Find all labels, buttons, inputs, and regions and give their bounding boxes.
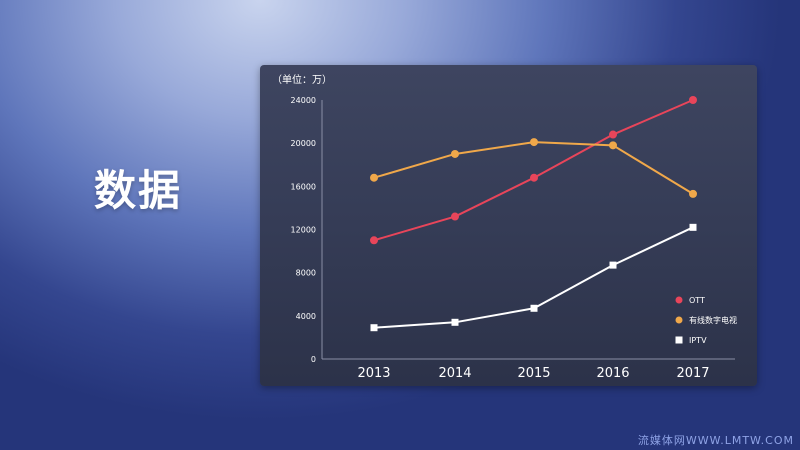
data-point	[689, 96, 697, 104]
watermark: 流媒体网WWW.LMTW.COM	[637, 434, 794, 447]
legend-label: 有线数字电视	[689, 315, 737, 325]
data-point	[609, 141, 617, 150]
x-tick-label: 2014	[438, 366, 471, 381]
y-tick-label: 4000	[296, 312, 316, 321]
legend-marker	[675, 316, 683, 324]
y-tick-label: 12000	[291, 226, 316, 235]
data-point	[689, 223, 697, 231]
unit-label: （单位：万）	[272, 73, 332, 86]
data-point	[609, 261, 617, 269]
data-point	[530, 304, 538, 312]
data-point	[451, 149, 459, 158]
y-tick-label: 16000	[291, 182, 316, 191]
legend-label: OTT	[689, 296, 705, 305]
x-tick-label: 2013	[357, 366, 390, 381]
x-tick-label: 2016	[596, 366, 629, 381]
series-lines	[373, 99, 694, 329]
x-tick-label: 2015	[517, 366, 550, 381]
series-line	[373, 226, 694, 329]
y-tick-label: 20000	[291, 139, 316, 148]
line-chart: （单位：万） 0 4000 8000 12000 16000 20000 24000 201…	[272, 73, 737, 381]
legend-label: IPTV	[689, 336, 707, 345]
series-line	[373, 141, 694, 195]
chart-panel	[260, 65, 757, 386]
data-point	[451, 212, 459, 221]
data-point	[689, 189, 697, 198]
series-line	[373, 99, 694, 242]
data-point	[370, 324, 378, 332]
y-tick-labels: 0 4000 8000 12000 16000 20000 24000	[291, 96, 316, 364]
data-point	[530, 138, 538, 147]
series-markers	[370, 96, 697, 332]
data-point	[609, 130, 617, 139]
y-tick-label: 0	[311, 355, 316, 364]
y-tick-label: 24000	[291, 96, 316, 105]
data-point	[370, 236, 378, 245]
data-point	[451, 318, 459, 326]
data-point	[530, 173, 538, 182]
y-tick-label: 8000	[296, 269, 316, 278]
legend: OTT 有线数字电视 IPTV	[675, 296, 737, 345]
slide-title: 数据	[94, 166, 183, 215]
legend-marker	[675, 336, 683, 344]
x-tick-labels: 2013 2014 2015 2016 2017	[357, 366, 709, 381]
x-tick-label: 2017	[676, 366, 709, 381]
data-point	[370, 173, 378, 182]
legend-marker	[675, 296, 683, 304]
